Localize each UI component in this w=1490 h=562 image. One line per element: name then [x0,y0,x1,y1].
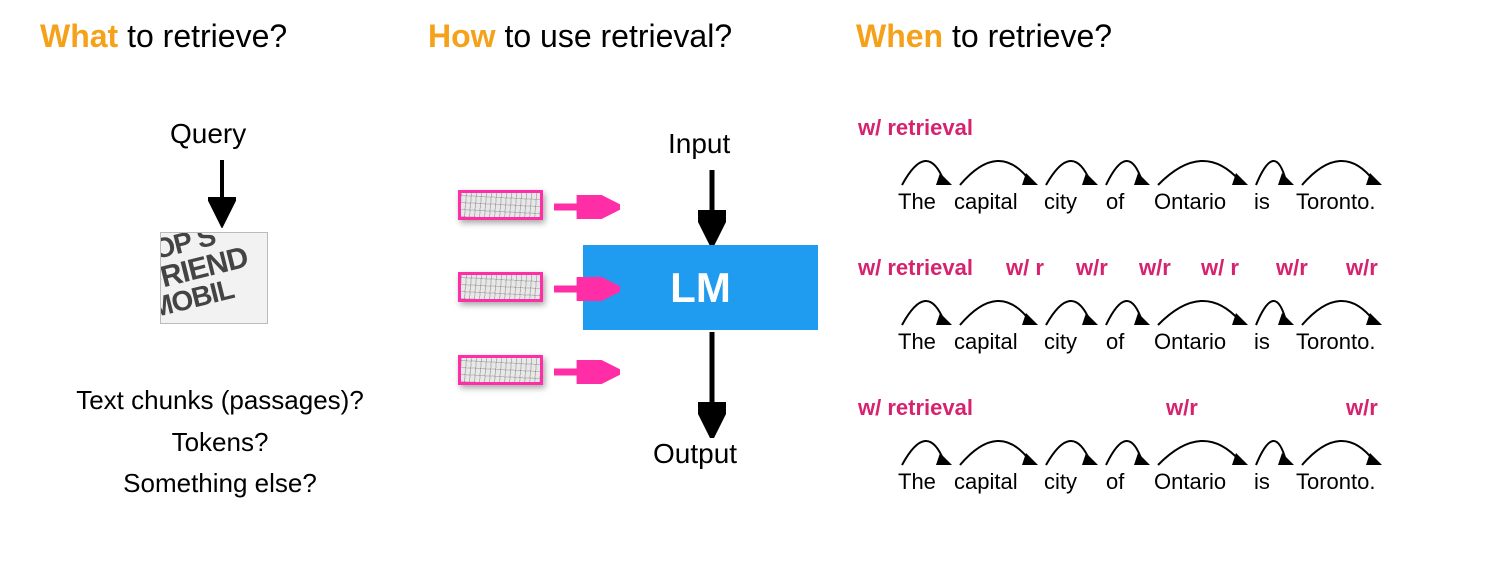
retrieval-tag: w/r [1166,395,1198,421]
arc-icon [1154,425,1252,469]
option-something-else: Something else? [40,463,400,505]
arc-icon [1298,145,1386,189]
sequence-word: The [898,329,936,355]
retrieval-tag: w/r [1346,255,1378,281]
pink-arrow-icon [550,195,620,219]
heading-when-accent: When [856,18,943,54]
retrieval-tag: w/ r [1201,255,1239,281]
sequence-word: Ontario [1154,189,1226,215]
sequence-word: of [1106,189,1124,215]
retrieval-chip-icon [458,272,543,302]
sequence-word: of [1106,329,1124,355]
sequence-word: capital [954,189,1018,215]
heading-when-rest: to retrieve? [943,18,1112,54]
retrieval-tag: w/r [1276,255,1308,281]
labels-row: w/ retrieval [856,115,1476,145]
arc-icon [956,425,1042,469]
query-label: Query [170,118,246,150]
heading-how-rest: to use retrieval? [496,18,733,54]
arc-icon [898,285,956,329]
arc-icon [1042,285,1102,329]
arc-icon [1154,285,1252,329]
arc-icon [898,145,956,189]
pink-arrow-icon [550,277,620,301]
sequence-word: is [1254,329,1270,355]
arrow-down-icon [208,158,236,228]
sequence-word: The [898,469,936,495]
heading-what-rest: to retrieve? [118,18,287,54]
retrieval-tag: w/ retrieval [858,255,973,281]
sequence-row-2: w/ retrieval w/ r w/r w/r w/ r w/r w/r Thecapi… [856,255,1476,363]
heading-what-accent: What [40,18,118,54]
arc-icon [1154,145,1252,189]
arc-icon [1252,145,1298,189]
labels-row: w/ retrieval w/ r w/r w/r w/ r w/r w/r [856,255,1476,285]
sequence-word: of [1106,469,1124,495]
arc-icon [1102,145,1154,189]
heading-when: When to retrieve? [856,18,1112,55]
sequence-word: Ontario [1154,469,1226,495]
sequence-word: capital [954,329,1018,355]
retrieval-chip-icon [458,190,543,220]
sequence-word: Toronto. [1296,469,1376,495]
what-options: Text chunks (passages)? Tokens? Somethin… [40,380,400,505]
document-tile-icon: OP S FRIEND MOBIL [160,232,268,324]
sequence-word: is [1254,189,1270,215]
sequence-word: city [1044,329,1077,355]
option-tokens: Tokens? [40,422,400,464]
sequence-row-3: w/ retrieval w/r w/r The capital city of Ontar… [856,395,1476,503]
lm-label: LM [670,264,731,312]
arc-icon [1042,145,1102,189]
labels-row: w/ retrieval w/r w/r [856,395,1476,425]
words-row: The capital city of Ontario is Toronto. [856,469,1476,503]
input-label: Input [668,128,730,160]
output-label: Output [653,438,737,470]
heading-how-accent: How [428,18,496,54]
retrieval-tag: w/ retrieval [858,115,973,141]
sequence-word: city [1044,469,1077,495]
arc-icon [898,425,956,469]
arcs-row [856,425,1476,469]
arcs-row [856,145,1476,189]
sequence-word: is [1254,469,1270,495]
arc-icon [1298,425,1386,469]
arc-icon [1252,285,1298,329]
arrow-output-icon [698,330,726,438]
retrieval-tag: w/r [1139,255,1171,281]
sequence-word: Toronto. [1296,189,1376,215]
arc-icon [1102,425,1154,469]
heading-what: What to retrieve? [40,18,287,55]
arcs-row [856,285,1476,329]
pink-arrow-icon [550,360,620,384]
heading-how: How to use retrieval? [428,18,732,55]
retrieval-tag: w/r [1076,255,1108,281]
sequence-word: Ontario [1154,329,1226,355]
sequence-word: capital [954,469,1018,495]
retrieval-chip-icon [458,355,543,385]
sequence-row-1: w/ retrieval The capital city of Ontario is To… [856,115,1476,223]
words-row: The capital city of Ontario is Toronto. [856,189,1476,223]
arc-icon [1252,425,1298,469]
retrieval-tag: w/ retrieval [858,395,973,421]
arc-icon [1042,425,1102,469]
option-text-chunks: Text chunks (passages)? [40,380,400,422]
arc-icon [956,145,1042,189]
retrieval-tag: w/ r [1006,255,1044,281]
words-row: The capital city of Ontario is Toronto. [856,329,1476,363]
sequence-word: city [1044,189,1077,215]
retrieval-tag: w/r [1346,395,1378,421]
arc-icon [1298,285,1386,329]
arc-icon [956,285,1042,329]
sequence-word: The [898,189,936,215]
arrow-input-icon [698,168,726,246]
sequence-word: Toronto. [1296,329,1376,355]
arc-icon [1102,285,1154,329]
